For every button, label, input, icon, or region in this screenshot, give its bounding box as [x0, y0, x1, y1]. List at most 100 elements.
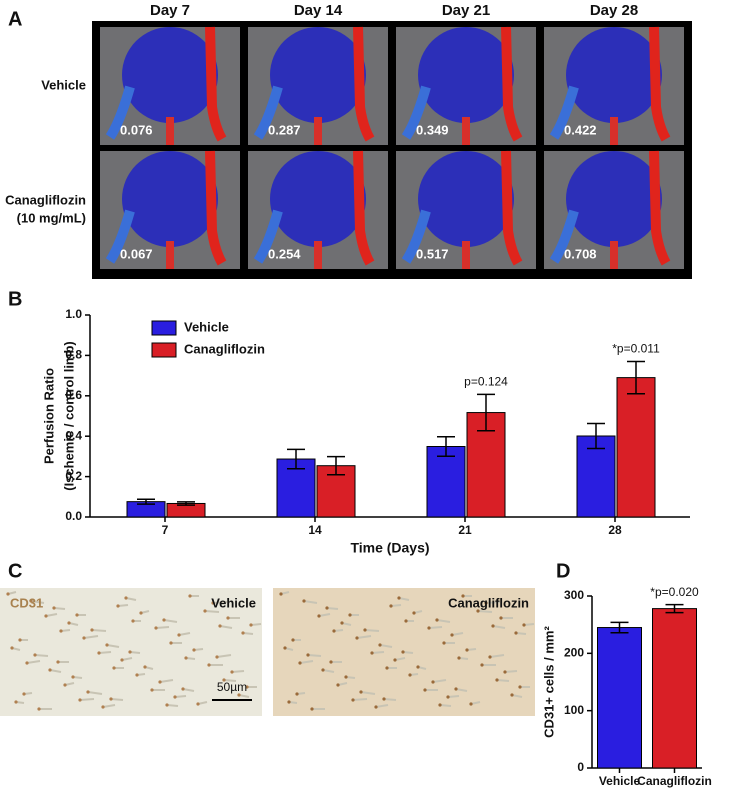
stained-cell — [344, 675, 348, 679]
stained-cell — [14, 700, 18, 704]
limb-scan — [253, 85, 283, 140]
stained-cell — [351, 698, 355, 702]
tissue-edge — [129, 651, 141, 654]
stained-cell — [101, 705, 105, 709]
stained-cell — [154, 626, 158, 630]
column-label: Day 7 — [150, 2, 190, 19]
stained-cell — [124, 596, 128, 600]
tissue-edge — [364, 629, 380, 632]
body-scan — [270, 27, 366, 123]
stained-cell — [476, 609, 480, 613]
column-label: Day 14 — [294, 2, 343, 19]
stained-cell — [67, 621, 71, 625]
limb-scan — [649, 26, 671, 142]
limb-scan — [253, 209, 283, 264]
tissue-edge — [398, 597, 410, 601]
tissue-edge — [250, 623, 262, 626]
y-axis-label: (Ischemic / control limb) — [61, 341, 76, 491]
stained-cell — [495, 678, 499, 682]
y-tick-label: 0 — [577, 760, 584, 774]
tissue-edge — [451, 632, 464, 636]
stained-cell — [325, 606, 329, 610]
body-scan — [122, 27, 218, 123]
tissue-edge — [436, 619, 451, 623]
stained-cell — [306, 653, 310, 657]
stained-cell — [105, 643, 109, 647]
tissue-edge — [356, 635, 372, 639]
stained-cell — [435, 618, 439, 622]
limb-scan — [353, 150, 375, 266]
stained-cell — [173, 695, 177, 699]
limb-scan — [501, 26, 523, 142]
stained-cell — [321, 668, 325, 672]
stained-cell — [29, 599, 33, 603]
image-label: Canagliflozin — [448, 595, 529, 610]
stained-cell — [423, 688, 427, 692]
stained-cell — [442, 641, 446, 645]
perfusion-value: 0.422 — [564, 122, 597, 137]
y-tick-label: 0.8 — [65, 348, 82, 362]
stained-cell — [10, 646, 14, 650]
y-axis-label: CD31+ cells / mm² — [541, 626, 556, 738]
stained-cell — [355, 636, 359, 640]
stained-cell — [283, 646, 287, 650]
tissue-edge — [125, 597, 137, 601]
stained-cell — [143, 665, 147, 669]
x-tick-label: Vehicle — [599, 774, 641, 788]
stained-cell — [33, 653, 37, 657]
image-label: Vehicle — [211, 595, 256, 610]
stained-cell — [503, 670, 507, 674]
x-tick-label: 14 — [308, 523, 322, 537]
stained-cell — [196, 702, 200, 706]
stained-cell — [75, 613, 79, 617]
stained-cell — [139, 611, 143, 615]
perfusion-value: 0.076 — [120, 122, 153, 137]
tail-scan — [462, 117, 470, 145]
stained-cell — [241, 631, 245, 635]
tissue-edge — [49, 669, 62, 673]
limb-scan — [401, 85, 431, 140]
tissue-edge — [216, 654, 232, 658]
tissue-edge — [34, 654, 49, 657]
tissue-edge — [110, 698, 124, 701]
tissue-edge — [163, 619, 178, 623]
tail-scan — [610, 117, 618, 145]
tissue-edge — [231, 670, 245, 673]
stained-cell — [287, 700, 291, 704]
tissue-edge — [477, 610, 493, 613]
tissue-edge — [45, 613, 58, 617]
limb-scan — [205, 26, 227, 142]
stained-cell — [52, 606, 56, 610]
legend-label: Vehicle — [184, 319, 229, 334]
stained-cell — [90, 628, 94, 632]
error-bar — [477, 393, 495, 432]
stained-cell — [491, 624, 495, 628]
tissue-edge — [87, 691, 103, 695]
tissue-edge — [322, 669, 335, 673]
stained-cell — [317, 614, 321, 618]
column-label: Day 28 — [590, 2, 638, 19]
tissue-edge — [98, 651, 112, 654]
limb-scan — [205, 150, 227, 266]
stained-cell — [249, 623, 253, 627]
row-label: Canagliflozin — [5, 192, 86, 207]
tissue-edge — [155, 626, 170, 629]
stained-cell — [378, 643, 382, 647]
tissue-edge — [515, 632, 527, 635]
tissue-edge — [390, 604, 402, 607]
error-bar — [177, 501, 195, 506]
tissue-edge — [79, 698, 95, 701]
tail-scan — [610, 241, 618, 269]
stained-cell — [499, 616, 503, 620]
limb-scan — [549, 85, 579, 140]
stained-cell — [374, 705, 378, 709]
stained-cell — [169, 641, 173, 645]
tail-scan — [166, 117, 174, 145]
stained-cell — [295, 692, 299, 696]
tissue-edge — [489, 654, 505, 658]
tissue-edge — [428, 626, 443, 629]
stained-cell — [192, 648, 196, 652]
row-label: Vehicle — [41, 77, 86, 92]
stained-cell — [329, 660, 333, 664]
